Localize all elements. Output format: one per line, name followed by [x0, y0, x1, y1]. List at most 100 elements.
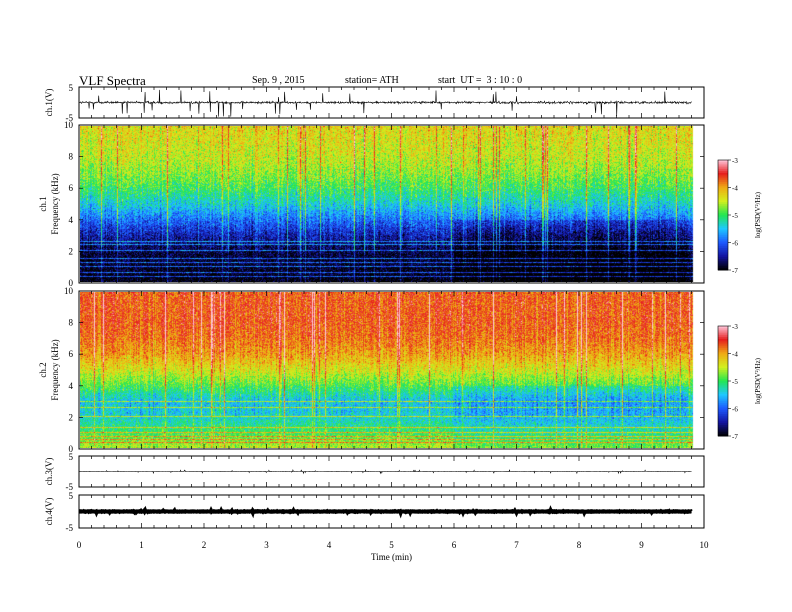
ch2-spectrogram-colorbar-swatch	[718, 377, 728, 380]
start-ut-label: start UT = 3 : 10 : 0	[438, 75, 523, 86]
ch1-spectrogram-colorbar-swatch	[718, 172, 728, 176]
ch2-spectrogram-colorbar-swatch	[718, 340, 728, 343]
ch4-waveform-ytick-label: 5	[69, 491, 74, 501]
ch1-spectrogram-colorbar-swatch	[718, 227, 728, 231]
ch1-spectrogram-colorbar-swatch	[718, 193, 728, 196]
ch2-spectrogram-colorbar-tick-label: -7	[732, 433, 738, 441]
ch1-spectrogram-colorbar-swatch	[718, 171, 728, 174]
ch2-spectrogram-colorbar-swatch	[718, 327, 728, 331]
ch1-spectrogram-colorbar-swatch	[718, 224, 728, 227]
x-tick-label: 7	[514, 540, 519, 550]
ch1-spectrogram-colorbar-swatch	[718, 185, 728, 188]
ch2-spectrogram-colorbar-swatch	[718, 353, 728, 356]
ch1-spectrogram-colorbar-swatch	[718, 248, 728, 251]
ch2-spectrogram-colorbar-swatch	[718, 338, 728, 342]
ch2-spectrogram-ytick-label: 4	[69, 381, 74, 391]
ch1-spectrogram-colorbar-tick-label: -5	[732, 212, 738, 220]
ch2-spectrogram-colorbar-swatch	[718, 432, 728, 435]
ch2-spectrogram-image	[80, 292, 703, 448]
ch2-spectrogram-colorbar-swatch	[718, 426, 728, 430]
ch2-spectrogram-colorbar-swatch	[718, 386, 728, 389]
ch2-spectrogram-ytick-label: 2	[69, 412, 74, 422]
ch1-spectrogram-colorbar-swatch	[718, 237, 728, 240]
ch2-spectrogram-colorbar-swatch	[718, 362, 728, 365]
ch2-spectrogram-colorbar-swatch	[718, 384, 728, 387]
ch1-spectrogram-colorbar-swatch	[718, 216, 728, 220]
ch1-spectrogram-ylabel: Frequency (kHz)	[50, 173, 60, 234]
ch2-spectrogram-ytick-label: 0	[69, 444, 74, 454]
ch1-spectrogram-colorbar-swatch	[718, 204, 728, 207]
ch4-waveform-ylabel: ch.4(V)	[44, 498, 54, 526]
ch2-spectrogram-colorbar-swatch	[718, 335, 728, 338]
ch1-spectrogram-colorbar-swatch	[718, 169, 728, 172]
ch2-spectrogram-colorbar-tick-label: -3	[732, 323, 738, 331]
ch2-spectrogram-colorbar-swatch	[718, 351, 728, 354]
ch2-spectrogram-ytick-label: 10	[64, 286, 74, 296]
ch1-spectrogram-ylabel: ch.1	[38, 196, 48, 211]
ch1-waveform-ytick-label: 5	[69, 83, 74, 93]
ch1-spectrogram-colorbar-tick-label: -4	[732, 185, 738, 193]
ch1-spectrogram-colorbar-swatch	[718, 268, 728, 271]
ch1-spectrogram-colorbar-swatch	[718, 174, 728, 177]
ch2-spectrogram-colorbar-swatch	[718, 401, 728, 404]
ch1-spectrogram-colorbar-swatch	[718, 264, 728, 267]
ch2-spectrogram-colorbar-swatch	[718, 415, 728, 419]
ch2-spectrogram-ytick-label: 8	[69, 318, 74, 328]
ch2-spectrogram-colorbar-swatch	[718, 393, 728, 397]
ch1-spectrogram-colorbar-swatch	[718, 249, 728, 253]
ch2-spectrogram-colorbar-tick-label: -4	[732, 351, 738, 359]
ch2-spectrogram-colorbar-swatch	[718, 421, 728, 424]
ch2-spectrogram-colorbar-swatch	[718, 412, 728, 415]
ch1-spectrogram-colorbar-swatch	[718, 187, 728, 190]
x-tick-label: 5	[389, 540, 394, 550]
date-label: Sep. 9 , 2015	[252, 75, 305, 86]
x-axis-title: Time (min)	[371, 552, 412, 562]
ch1-spectrogram-colorbar-swatch	[718, 251, 728, 254]
ch1-spectrogram-colorbar-swatch	[718, 196, 728, 199]
x-tick-label: 4	[327, 540, 332, 550]
ch1-spectrogram-colorbar-tick-label: -6	[732, 240, 738, 248]
ch2-spectrogram-colorbar-swatch	[718, 359, 728, 362]
ch1-spectrogram-ytick-label: 10	[64, 120, 74, 130]
ch2-spectrogram-colorbar-swatch	[718, 368, 728, 371]
ch3-waveform-ytick-label: 5	[69, 452, 74, 462]
ch2-spectrogram-colorbar-swatch	[718, 364, 728, 367]
ch1-spectrogram-colorbar-swatch	[718, 218, 728, 221]
ch2-spectrogram-colorbar-swatch	[718, 395, 728, 398]
ch1-spectrogram-colorbar-swatch	[718, 253, 728, 256]
ch2-spectrogram-colorbar-swatch	[718, 366, 728, 369]
ch1-spectrogram-colorbar-swatch	[718, 202, 728, 205]
ch1-spectrogram-colorbar-swatch	[718, 262, 728, 265]
ch1-spectrogram-colorbar-swatch	[718, 240, 728, 243]
ch2-spectrogram-colorbar-swatch	[718, 417, 728, 420]
ch2-spectrogram-colorbar-swatch	[718, 425, 728, 428]
ch2-spectrogram-colorbar-swatch	[718, 333, 728, 336]
ch2-spectrogram-colorbar-swatch	[718, 329, 728, 332]
ch1-spectrogram-colorbar-swatch	[718, 167, 728, 170]
ch2-spectrogram-colorbar-swatch	[718, 423, 728, 426]
ch1-spectrogram-image	[80, 126, 703, 282]
ch2-spectrogram-colorbar-swatch	[718, 375, 728, 378]
ch3-waveform-ylabel: ch.3(V)	[44, 458, 54, 486]
ch2-spectrogram-colorbar-swatch	[718, 373, 728, 376]
ch2-spectrogram-colorbar-swatch	[718, 342, 728, 345]
x-tick-label: 6	[452, 540, 457, 550]
ch1-spectrogram-colorbar-swatch	[718, 257, 728, 260]
ch1-spectrogram-ytick-label: 6	[69, 183, 74, 193]
ch2-spectrogram-colorbar-swatch	[718, 371, 728, 375]
x-tick-label: 9	[639, 540, 644, 550]
ch2-spectrogram-colorbar-tick-label: -5	[732, 378, 738, 386]
x-tick-label: 0	[77, 540, 82, 550]
ch1-spectrogram-colorbar-swatch	[718, 163, 728, 166]
ch2-spectrogram-colorbar-swatch	[718, 408, 728, 411]
ch1-spectrogram-colorbar-swatch	[718, 260, 728, 264]
ch2-spectrogram-colorbar-swatch	[718, 390, 728, 393]
ch3-waveform-ytick-label: -5	[66, 482, 74, 492]
ch2-spectrogram-colorbar-swatch	[718, 388, 728, 391]
ch2-spectrogram-colorbar-swatch	[718, 404, 728, 408]
ch4-waveform-ytick-label: -5	[66, 523, 74, 533]
ch2-spectrogram-colorbar-swatch	[718, 326, 728, 329]
x-tick-label: 1	[139, 540, 144, 550]
ch2-spectrogram-colorbar-swatch	[718, 379, 728, 382]
ch1-spectrogram-colorbar-swatch	[718, 233, 728, 236]
